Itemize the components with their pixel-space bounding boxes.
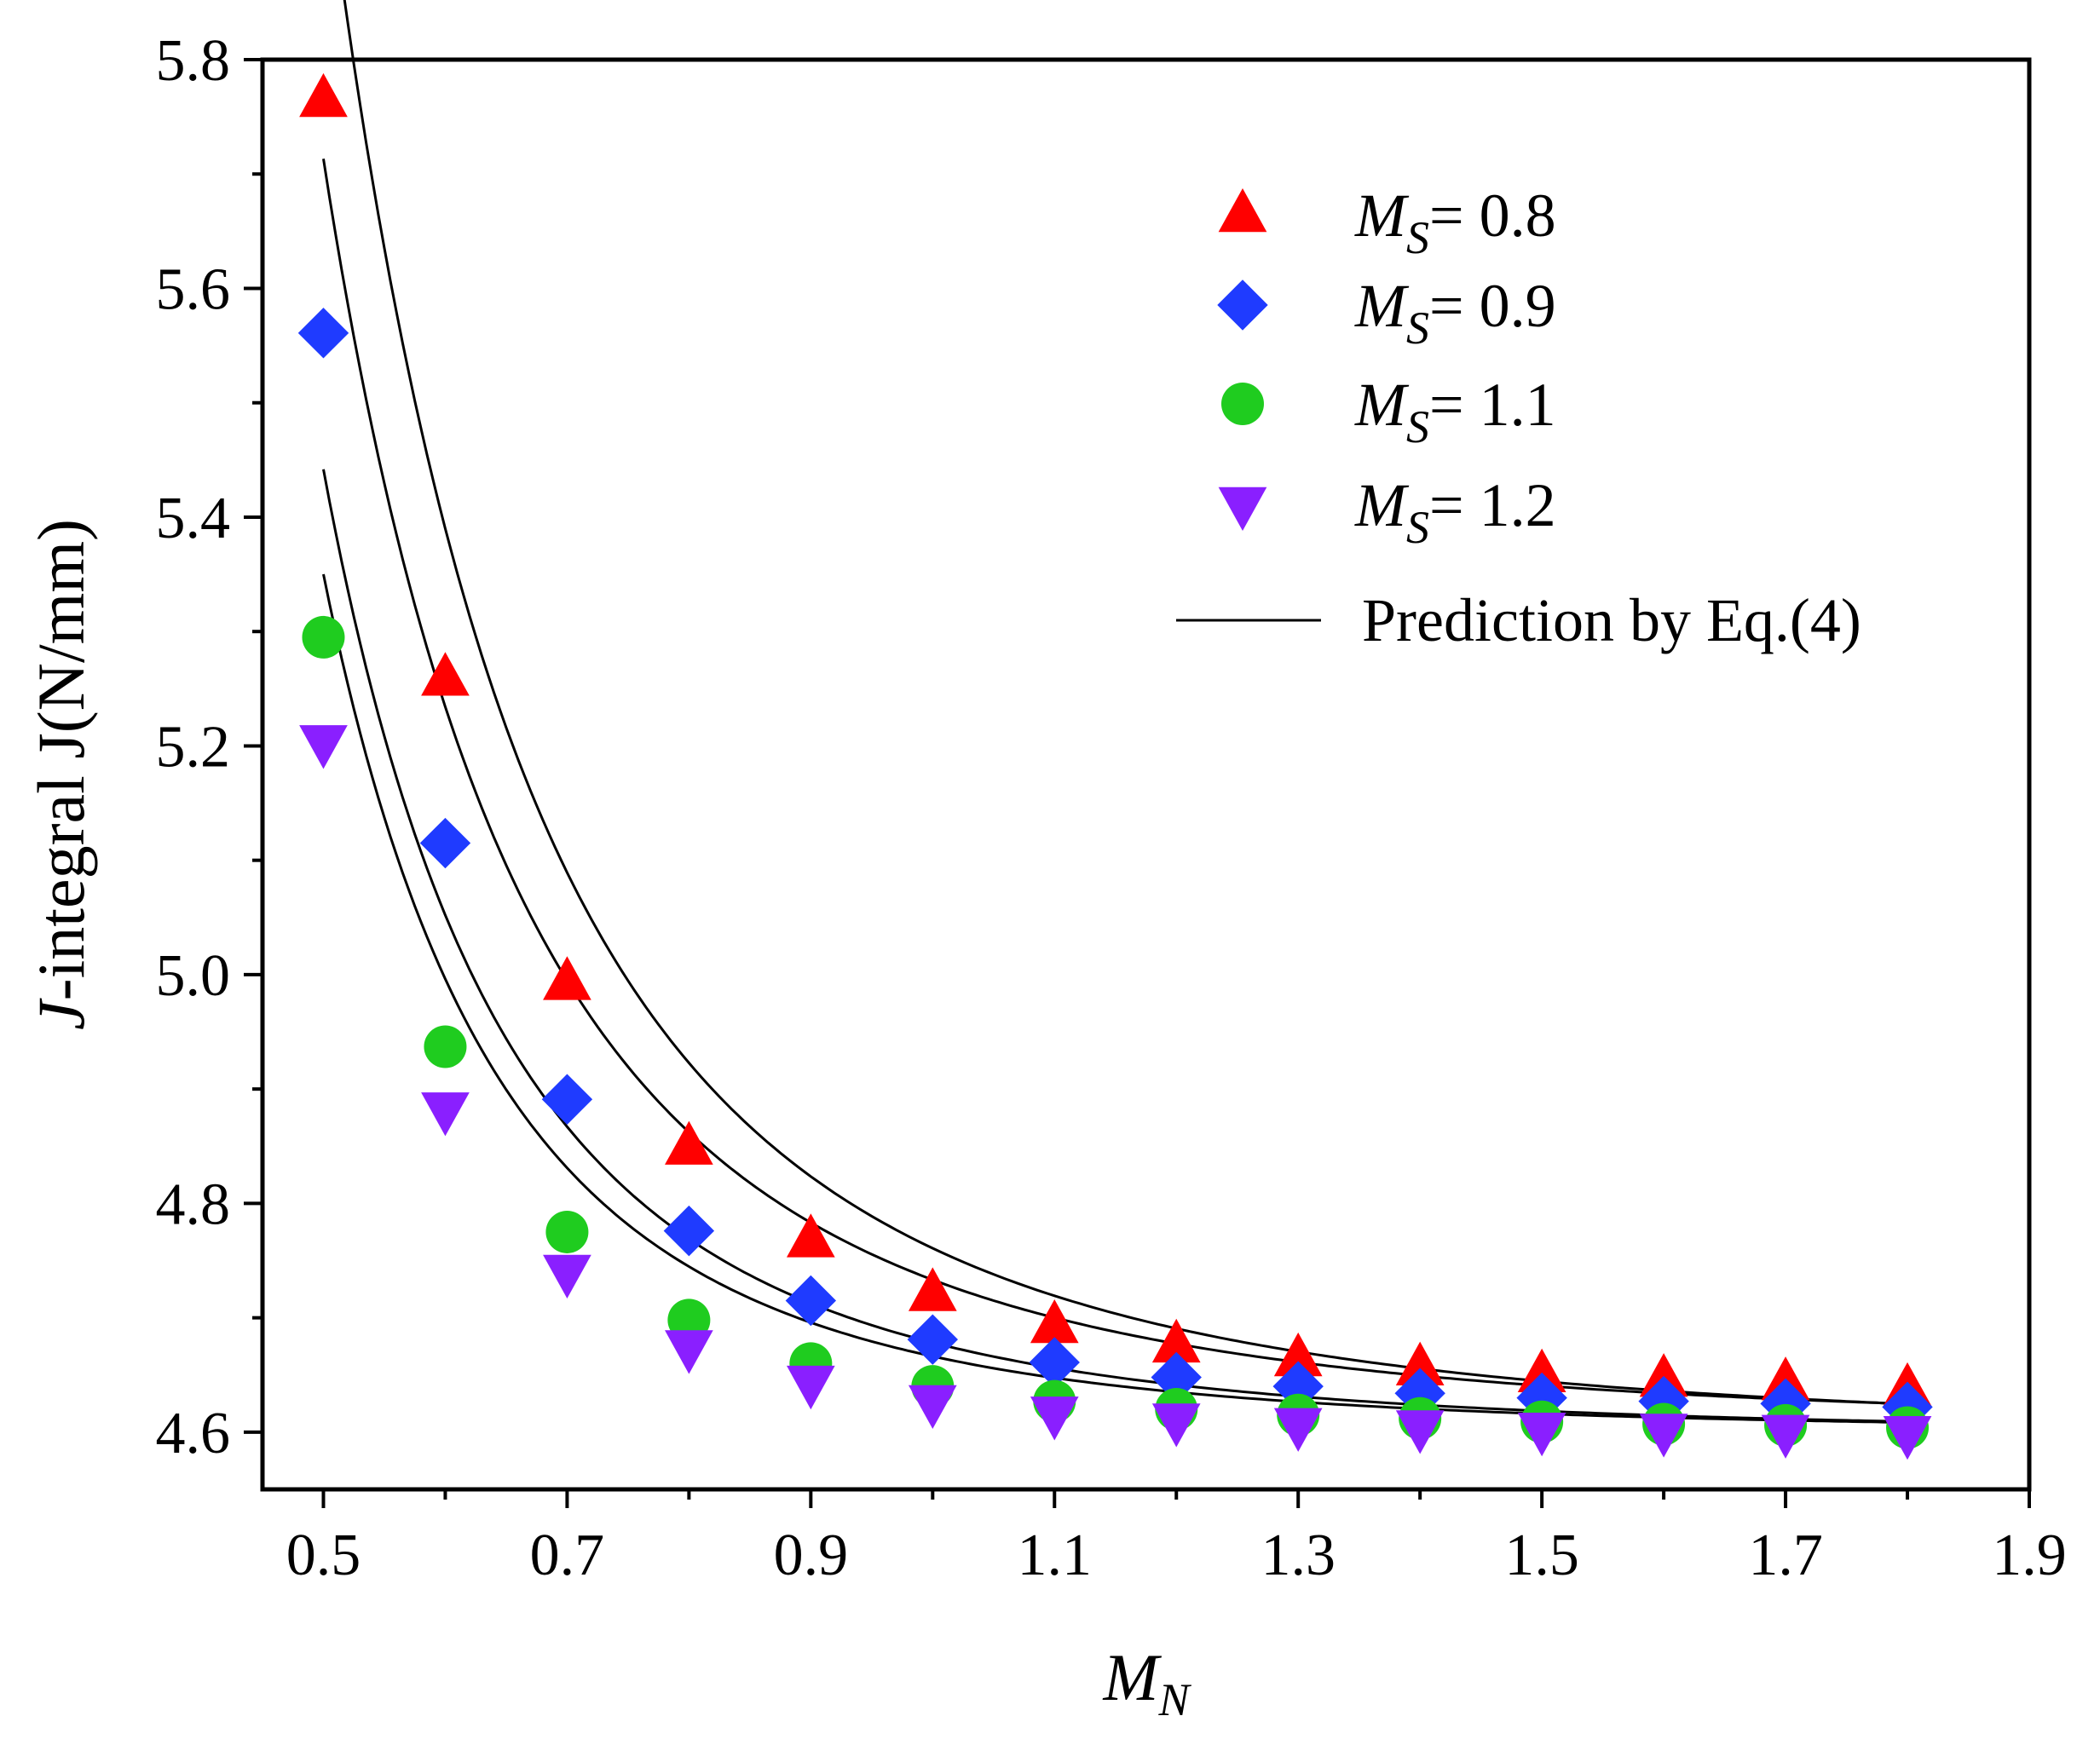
data-point bbox=[1272, 1361, 1324, 1412]
legend-label-m: M bbox=[1354, 471, 1410, 539]
data-point bbox=[908, 1385, 957, 1430]
legend-marker bbox=[1218, 487, 1267, 532]
data-point bbox=[786, 1213, 835, 1258]
data-point bbox=[1517, 1348, 1566, 1393]
prediction-curves bbox=[322, 0, 1908, 1424]
data-point bbox=[665, 1330, 713, 1374]
x-tick-label: 0.5 bbox=[286, 1523, 361, 1588]
x-tick-label: 0.7 bbox=[530, 1523, 605, 1588]
data-point bbox=[907, 1314, 959, 1365]
data-point bbox=[1151, 1403, 1201, 1448]
tick-labels: 0.5 0.7 0.9 1.1 1.3 1.5 1.7 1.9 4.6 4.8 5.0 5.2 5.4 5… bbox=[156, 28, 2067, 1588]
data-point bbox=[1639, 1414, 1688, 1458]
data-point bbox=[299, 725, 348, 769]
data-point bbox=[424, 1025, 467, 1068]
data-point bbox=[785, 1275, 837, 1327]
legend-label: MS= 1.2 bbox=[1354, 471, 1556, 553]
x-axis-title-main: M bbox=[1102, 1640, 1162, 1714]
data-point bbox=[665, 1120, 713, 1165]
legend-label-value: = 0.9 bbox=[1429, 272, 1556, 340]
data-point bbox=[421, 652, 470, 696]
data-point bbox=[1030, 1298, 1079, 1344]
data-point bbox=[1761, 1414, 1810, 1459]
x-axis-title: MN bbox=[1102, 1640, 1191, 1725]
y-axis-title-italic-j: J bbox=[24, 998, 98, 1030]
legend-label-s: S bbox=[1406, 502, 1429, 553]
data-point bbox=[541, 1074, 593, 1125]
legend-label: MS= 0.8 bbox=[1354, 181, 1556, 263]
legend-marker bbox=[1218, 187, 1267, 233]
x-tick-label: 1.3 bbox=[1261, 1523, 1336, 1588]
legend-label-m: M bbox=[1354, 371, 1410, 439]
y-tick-label: 5.8 bbox=[156, 28, 231, 94]
legend-label-s: S bbox=[1406, 302, 1429, 354]
legend-label-m: M bbox=[1354, 272, 1410, 340]
data-markers bbox=[297, 72, 1933, 1460]
legend-label-value: = 0.8 bbox=[1429, 181, 1556, 250]
data-point bbox=[1395, 1341, 1445, 1385]
prediction-curve bbox=[343, 0, 1908, 1406]
data-point bbox=[1151, 1351, 1202, 1403]
data-point bbox=[1273, 1332, 1323, 1377]
y-tick-label: 5.4 bbox=[156, 486, 231, 551]
legend-label-s: S bbox=[1406, 212, 1429, 263]
data-point bbox=[1029, 1337, 1080, 1388]
axis-ticks bbox=[244, 58, 2031, 1508]
x-tick-label: 0.9 bbox=[774, 1523, 849, 1588]
legend-label: MS= 1.1 bbox=[1354, 371, 1556, 452]
data-point bbox=[663, 1205, 715, 1257]
data-point bbox=[297, 308, 349, 359]
data-point bbox=[1517, 1412, 1566, 1457]
legend-label-m: M bbox=[1354, 181, 1410, 250]
x-axis-title-sub: N bbox=[1157, 1674, 1191, 1725]
y-tick-label: 5.0 bbox=[156, 943, 231, 1009]
y-tick-label: 4.8 bbox=[156, 1172, 231, 1237]
data-point bbox=[1151, 1318, 1201, 1363]
data-point bbox=[1273, 1408, 1323, 1452]
legend-marker bbox=[1217, 279, 1268, 331]
data-point bbox=[1883, 1415, 1932, 1460]
x-tick-label: 1.9 bbox=[1992, 1523, 2067, 1588]
x-tick-label: 1.5 bbox=[1504, 1523, 1579, 1588]
data-point bbox=[543, 1254, 591, 1298]
data-point bbox=[419, 817, 471, 869]
y-axis-title-rest: -integral J(N/mm) bbox=[24, 519, 98, 1000]
y-tick-label: 5.6 bbox=[156, 256, 231, 322]
legend-label-value: = 1.1 bbox=[1429, 371, 1556, 439]
legend-marker bbox=[1221, 383, 1264, 425]
legend-label: MS= 0.9 bbox=[1354, 272, 1556, 354]
data-point bbox=[1030, 1396, 1079, 1441]
data-point bbox=[1639, 1353, 1688, 1397]
y-tick-label: 4.6 bbox=[156, 1401, 231, 1466]
y-tick-label: 5.2 bbox=[156, 714, 231, 780]
data-point bbox=[421, 1092, 470, 1137]
x-tick-label: 1.1 bbox=[1018, 1523, 1093, 1588]
data-point bbox=[543, 956, 591, 1000]
plot-frame bbox=[260, 57, 2032, 1492]
y-axis-title: J-integral J(N/mm) bbox=[24, 519, 98, 1030]
data-point bbox=[302, 615, 345, 659]
data-point bbox=[1395, 1410, 1445, 1454]
x-tick-label: 1.7 bbox=[1748, 1523, 1823, 1588]
legend-label-s: S bbox=[1406, 401, 1429, 452]
data-point bbox=[299, 72, 348, 118]
data-point bbox=[908, 1267, 957, 1311]
data-point bbox=[786, 1365, 835, 1410]
legend-fit-label: Prediction by Eq.(4) bbox=[1362, 586, 1861, 654]
data-point bbox=[545, 1210, 589, 1253]
legend-label-value: = 1.2 bbox=[1429, 471, 1556, 539]
